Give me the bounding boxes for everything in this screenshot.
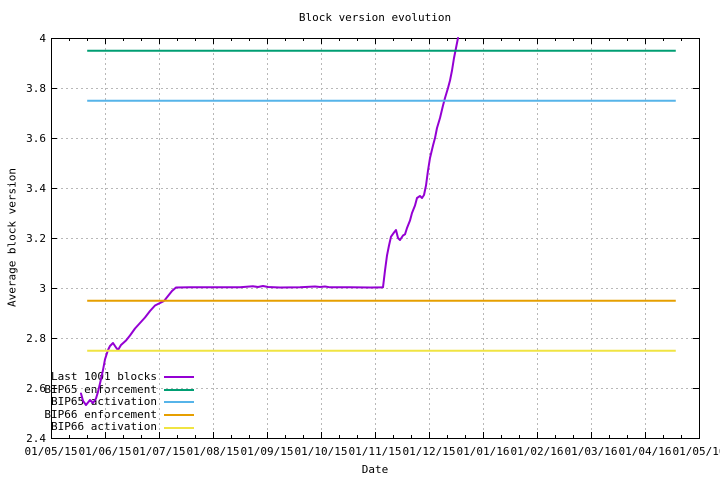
svg-text:3.4: 3.4: [26, 182, 46, 195]
svg-text:01/01/16: 01/01/16: [457, 445, 510, 458]
svg-text:01/07/15: 01/07/15: [133, 445, 186, 458]
svg-text:01/02/16: 01/02/16: [511, 445, 564, 458]
svg-text:01/12/15: 01/12/15: [403, 445, 456, 458]
svg-text:01/09/15: 01/09/15: [241, 445, 294, 458]
svg-text:2.8: 2.8: [26, 332, 46, 345]
svg-text:01/11/15: 01/11/15: [349, 445, 402, 458]
legend-line-swatch: [164, 388, 194, 391]
svg-text:01/05/16: 01/05/16: [673, 445, 720, 458]
legend-label: BIP66 activation: [51, 420, 157, 434]
legend-item-bip65-activation: BIP65 activation: [40, 396, 194, 409]
y-axis-label: Average block version: [5, 167, 19, 308]
legend-line-swatch: [164, 426, 194, 429]
chart-title: Block version evolution: [298, 11, 452, 24]
svg-text:01/03/16: 01/03/16: [565, 445, 618, 458]
legend-item-last-1001-blocks: Last 1001 blocks: [40, 370, 194, 384]
legend-item-bip66-activation: BIP66 activation: [40, 421, 194, 434]
legend-line-swatch: [164, 414, 194, 417]
legend-line-swatch: [164, 376, 194, 379]
svg-text:01/08/15: 01/08/15: [187, 445, 240, 458]
chart-legend: Last 1001 blocks BIP65 enforcement BIP65…: [40, 370, 194, 434]
svg-text:01/06/15: 01/06/15: [79, 445, 132, 458]
legend-line-swatch: [164, 401, 194, 404]
legend-label: BIP65 activation: [51, 395, 157, 409]
x-tick-labels: 01/05/15 01/06/15 01/07/15 01/08/15 01/09/15…: [25, 445, 720, 458]
svg-text:4: 4: [39, 32, 46, 45]
svg-text:3.8: 3.8: [26, 82, 46, 95]
x-axis-label: Date: [361, 463, 389, 476]
legend-label: Last 1001 blocks: [51, 370, 157, 383]
svg-text:01/05/15: 01/05/15: [25, 445, 78, 458]
svg-text:3: 3: [39, 282, 46, 295]
svg-text:01/10/15: 01/10/15: [295, 445, 348, 458]
svg-text:3.6: 3.6: [26, 132, 46, 145]
series-last-1001-blocks: [80, 37, 459, 406]
svg-text:01/04/16: 01/04/16: [619, 445, 672, 458]
svg-text:3.2: 3.2: [26, 232, 46, 245]
